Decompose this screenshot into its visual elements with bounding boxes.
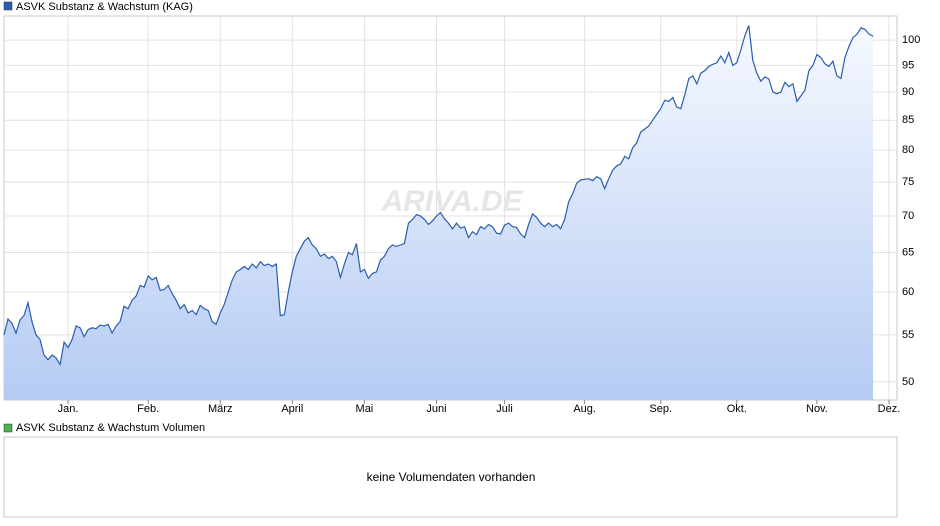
x-tick-label: Jan. xyxy=(58,403,79,415)
legend-swatch xyxy=(3,1,13,11)
x-tick-label: Sep. xyxy=(649,403,672,415)
y-tick-label: 100 xyxy=(902,34,920,46)
y-tick-label: 70 xyxy=(902,210,914,222)
y-tick-label: 90 xyxy=(902,86,914,98)
area xyxy=(4,25,873,400)
x-tick-label: Juli xyxy=(496,403,513,415)
y-tick-label: 65 xyxy=(902,246,914,258)
line xyxy=(3,25,874,367)
watermark: ARIVA.DE xyxy=(380,185,523,218)
y-tick-label: 50 xyxy=(902,376,914,388)
x-tick-label: Juni xyxy=(426,403,446,415)
legend-swatch xyxy=(3,423,13,433)
x-tick-label: Okt. xyxy=(727,403,747,415)
x-tick-label: Aug. xyxy=(573,403,596,415)
x-tick-label: Mai xyxy=(356,403,374,415)
y-tick-label: 95 xyxy=(902,59,914,71)
volume-frame xyxy=(3,436,898,518)
y-tick-label: 60 xyxy=(902,286,914,298)
legend-label: ASVK Substanz & Wachstum (KAG) xyxy=(16,1,193,13)
x-tick-label: Nov. xyxy=(806,403,828,415)
plot xyxy=(3,25,874,400)
y-tick-label: 55 xyxy=(902,329,914,341)
y-tick-label: 85 xyxy=(902,114,914,126)
x-tick-label: Dez. xyxy=(878,403,901,415)
x-tick-label: April xyxy=(281,403,303,415)
x-tick-label: Feb. xyxy=(137,403,159,415)
y-tick-label: 75 xyxy=(902,176,914,188)
legend-label: ASVK Substanz & Wachstum Volumen xyxy=(16,422,205,434)
x-tick-label: März xyxy=(208,403,232,415)
empty-message: keine Volumendaten vorhanden xyxy=(367,470,536,484)
y-tick-label: 80 xyxy=(902,144,914,156)
